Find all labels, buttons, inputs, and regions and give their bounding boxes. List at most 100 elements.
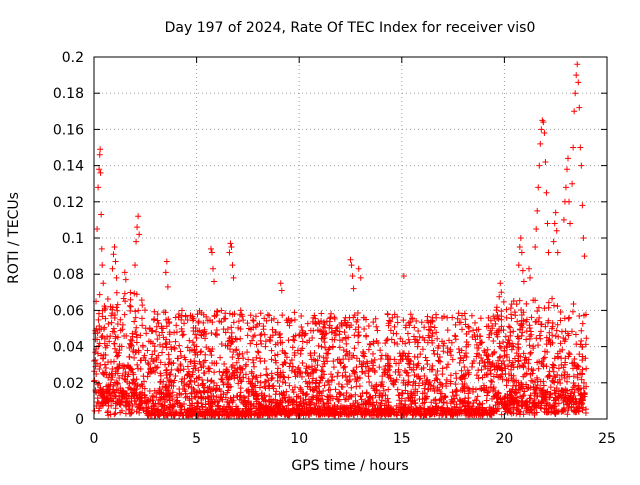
data-point-bg: [139, 322, 146, 329]
data-point-bg: [483, 397, 490, 404]
data-point-bg: [405, 336, 412, 343]
data-point-bg: [343, 340, 350, 347]
data-point-bg: [120, 362, 127, 369]
data-point-bg: [423, 357, 430, 364]
data-point-bg: [528, 406, 535, 413]
data-point-bg: [489, 378, 496, 385]
data-point-bg: [487, 377, 494, 384]
data-point-bg: [528, 314, 535, 321]
data-point: [563, 166, 570, 173]
data-point: [515, 262, 522, 269]
data-point: [518, 249, 525, 256]
data-point-bg: [321, 382, 328, 389]
data-point-bg: [101, 324, 108, 331]
data-point-bg: [294, 366, 301, 373]
data-point-bg: [254, 348, 261, 355]
data-point-bg: [547, 384, 554, 391]
data-point-bg: [537, 335, 544, 342]
data-point-bg: [540, 378, 547, 385]
data-point: [520, 278, 527, 285]
data-point: [541, 130, 548, 137]
data-point-bg: [271, 352, 278, 359]
data-point-bg: [228, 333, 235, 340]
data-point-bg: [116, 361, 123, 368]
data-point: [97, 146, 104, 153]
data-point-bg: [329, 343, 336, 350]
data-point-bg: [126, 353, 133, 360]
data-point-bg: [346, 372, 353, 379]
data-point-bg: [391, 339, 398, 346]
data-point-bg: [514, 341, 521, 348]
data-point-bg: [291, 309, 298, 316]
data-point: [560, 216, 567, 223]
data-point-bg: [439, 314, 446, 321]
data-point-bg: [510, 297, 517, 304]
data-point-bg: [227, 346, 234, 353]
data-point-bg: [452, 321, 459, 328]
data-point-bg: [416, 395, 423, 402]
data-point-bg: [377, 382, 384, 389]
data-point: [537, 140, 544, 147]
data-point-bg: [570, 301, 577, 308]
data-point-bg: [341, 363, 348, 370]
data-point-bg: [121, 290, 128, 297]
data-point-bg: [323, 330, 330, 337]
data-point-bg: [565, 315, 572, 322]
data-point: [569, 180, 576, 187]
data-point-bg: [192, 331, 199, 338]
data-point-bg: [198, 348, 205, 355]
data-point: [532, 244, 539, 251]
data-point: [347, 256, 354, 263]
data-point-bg: [578, 376, 585, 383]
y-tick-label: 0.2: [62, 50, 84, 66]
data-point-bg: [384, 311, 391, 318]
data-point-bg: [208, 378, 215, 385]
data-point: [355, 265, 362, 272]
data-point-bg: [551, 373, 558, 380]
data-point: [98, 211, 105, 218]
data-point: [228, 244, 235, 251]
data-point-bg: [263, 371, 270, 378]
data-point-bg: [286, 382, 293, 389]
data-point-bg: [392, 368, 399, 375]
data-point-bg: [468, 363, 475, 370]
data-point-bg: [366, 379, 373, 386]
data-point-bg: [343, 322, 350, 329]
data-point-bg: [455, 346, 462, 353]
data-point-bg: [393, 376, 400, 383]
data-point-bg: [269, 326, 276, 333]
data-point-bg: [543, 334, 550, 341]
data-point-bg: [351, 368, 358, 375]
data-point-bg: [257, 358, 264, 365]
data-point-bg: [550, 302, 557, 309]
data-point: [348, 262, 355, 269]
data-point-bg: [180, 331, 187, 338]
data-point-bg: [181, 320, 188, 327]
data-point-bg: [372, 315, 379, 322]
data-point-bg: [526, 322, 533, 329]
data-point-bg: [351, 312, 358, 319]
data-point-bg: [300, 397, 307, 404]
data-point-bg: [433, 329, 440, 336]
data-point-bg: [133, 339, 140, 346]
data-point-bg: [387, 327, 394, 334]
data-point-bg: [106, 338, 113, 345]
data-point-bg: [104, 295, 111, 302]
data-point: [164, 283, 171, 290]
data-point-bg: [582, 406, 589, 413]
data-point-bg: [328, 371, 335, 378]
data-point: [553, 227, 560, 234]
data-point-bg: [519, 329, 526, 336]
data-point-bg: [373, 323, 380, 330]
data-point-bg: [449, 389, 456, 396]
data-point-bg: [111, 411, 118, 418]
data-point-bg: [475, 375, 482, 382]
data-point-bg: [114, 301, 121, 308]
data-point-bg: [575, 403, 582, 410]
data-point-bg: [477, 385, 484, 392]
data-point-bg: [479, 358, 486, 365]
data-point-bg: [561, 374, 568, 381]
data-point-bg: [120, 295, 127, 302]
data-point-bg: [391, 323, 398, 330]
data-point-bg: [137, 366, 144, 373]
